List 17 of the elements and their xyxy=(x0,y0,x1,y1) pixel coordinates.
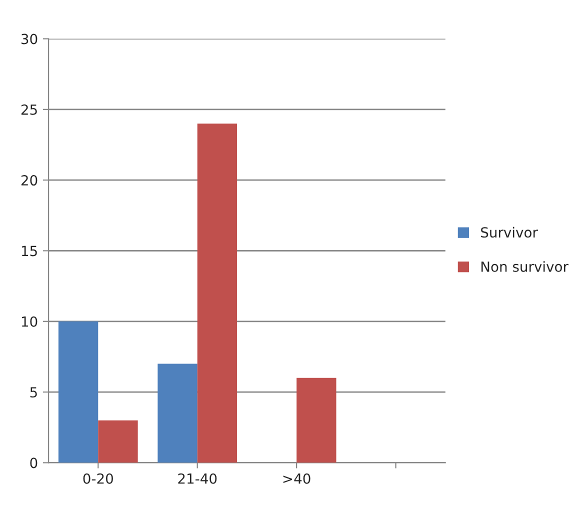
y-tick-label: 20 xyxy=(21,175,38,186)
bar xyxy=(296,378,336,463)
y-tick-label: 0 xyxy=(30,458,38,468)
y-tick-label: 25 xyxy=(21,104,37,115)
bar xyxy=(98,420,138,463)
legend-label: Non survivor xyxy=(481,261,568,272)
bar xyxy=(197,124,238,463)
y-tick-label: 5 xyxy=(30,387,37,398)
y-tick-label: 10 xyxy=(22,316,38,327)
y-tick-label: 30 xyxy=(22,34,38,44)
legend-label: Survivor xyxy=(481,226,538,238)
y-tick-label: 15 xyxy=(22,246,37,256)
bar xyxy=(58,321,98,463)
bar xyxy=(158,364,198,463)
x-tick-label: 21-40 xyxy=(178,473,217,484)
x-tick-label: 0-20 xyxy=(83,473,113,484)
x-tick-label: >40 xyxy=(283,473,310,484)
